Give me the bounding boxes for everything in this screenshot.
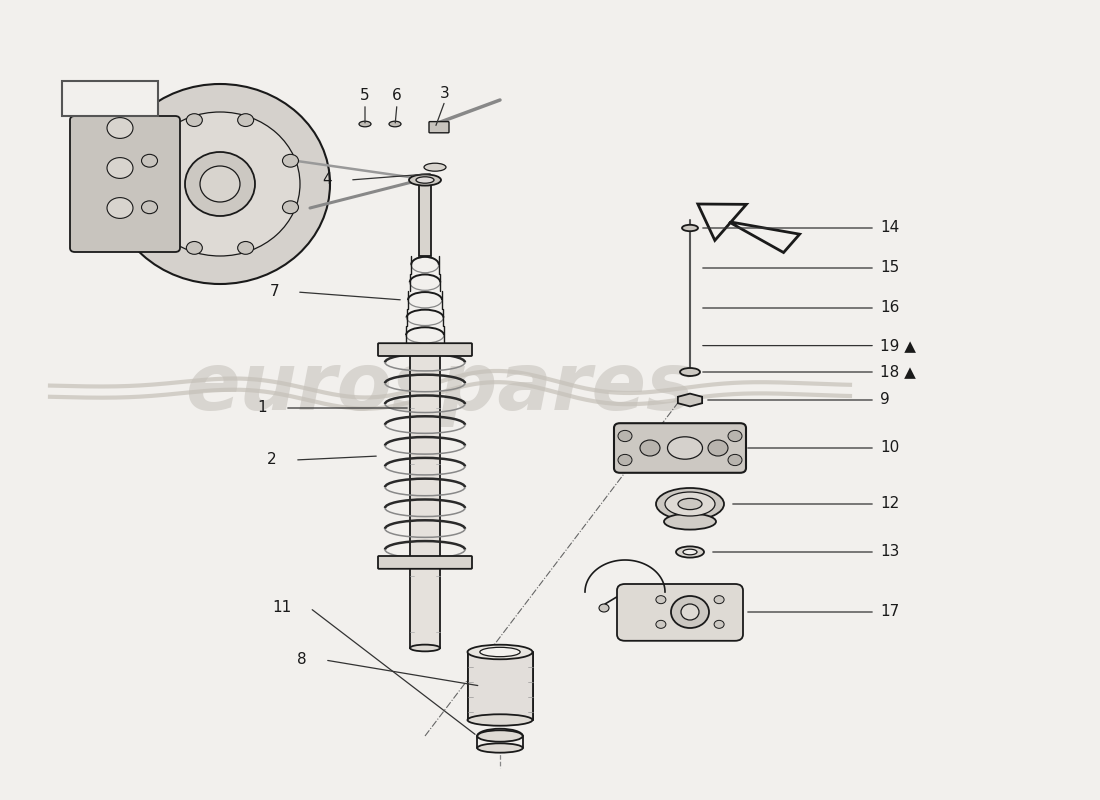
Ellipse shape [389,122,402,126]
Ellipse shape [656,488,724,520]
Polygon shape [697,204,800,253]
Text: 2: 2 [267,453,277,467]
Ellipse shape [200,166,240,202]
Circle shape [142,201,157,214]
Circle shape [728,430,743,442]
Text: 4: 4 [322,173,332,187]
Text: 15: 15 [880,261,900,275]
Circle shape [618,454,632,466]
Circle shape [238,114,254,126]
Ellipse shape [480,647,520,657]
Circle shape [714,596,724,604]
Ellipse shape [110,84,330,284]
Circle shape [600,604,609,612]
FancyBboxPatch shape [429,122,449,133]
Ellipse shape [676,546,704,558]
Text: 17: 17 [880,605,900,619]
Circle shape [142,154,157,167]
Circle shape [618,430,632,442]
Bar [419,184,431,256]
Ellipse shape [678,498,702,510]
Text: 6: 6 [392,89,402,103]
Text: 19 ▲: 19 ▲ [880,338,916,353]
Text: 16: 16 [880,301,900,315]
Text: ▲ = 1: ▲ = 1 [87,91,133,106]
Text: 9: 9 [880,393,890,407]
FancyBboxPatch shape [70,116,180,252]
Text: 7: 7 [270,285,279,299]
Ellipse shape [424,163,446,171]
Circle shape [186,114,202,126]
Ellipse shape [668,437,703,459]
FancyBboxPatch shape [378,343,472,356]
Text: 18 ▲: 18 ▲ [880,365,916,379]
Polygon shape [678,394,702,406]
Circle shape [728,454,743,466]
Text: 3: 3 [440,86,450,101]
Circle shape [186,242,202,254]
Circle shape [283,201,298,214]
FancyBboxPatch shape [614,423,746,473]
Ellipse shape [468,645,532,659]
Ellipse shape [359,122,371,126]
Ellipse shape [477,730,522,742]
Circle shape [714,620,724,628]
FancyBboxPatch shape [617,584,742,641]
Ellipse shape [140,112,300,256]
Circle shape [107,158,133,178]
Text: 1: 1 [257,401,267,415]
Ellipse shape [468,714,532,726]
Text: eurospares: eurospares [186,349,694,427]
Circle shape [107,198,133,218]
Circle shape [283,154,298,167]
Ellipse shape [671,596,710,628]
Text: 8: 8 [297,653,307,667]
Ellipse shape [477,743,522,753]
Text: 11: 11 [273,601,292,615]
Text: 10: 10 [880,441,900,455]
Ellipse shape [680,368,700,376]
Ellipse shape [682,225,698,231]
Ellipse shape [681,604,698,620]
Ellipse shape [416,177,434,183]
Circle shape [107,118,133,138]
Ellipse shape [410,645,440,651]
Ellipse shape [664,514,716,530]
Bar [468,652,532,720]
FancyBboxPatch shape [410,352,440,648]
Circle shape [656,620,666,628]
Ellipse shape [185,152,255,216]
Text: 14: 14 [880,221,900,235]
Text: 13: 13 [880,545,900,559]
Circle shape [708,440,728,456]
Circle shape [238,242,254,254]
FancyBboxPatch shape [378,556,472,569]
Circle shape [640,440,660,456]
Circle shape [656,596,666,604]
Text: 12: 12 [880,497,900,511]
FancyBboxPatch shape [62,81,158,116]
Text: 5: 5 [360,89,370,103]
Ellipse shape [683,549,697,555]
Ellipse shape [666,492,715,516]
Ellipse shape [409,174,441,186]
